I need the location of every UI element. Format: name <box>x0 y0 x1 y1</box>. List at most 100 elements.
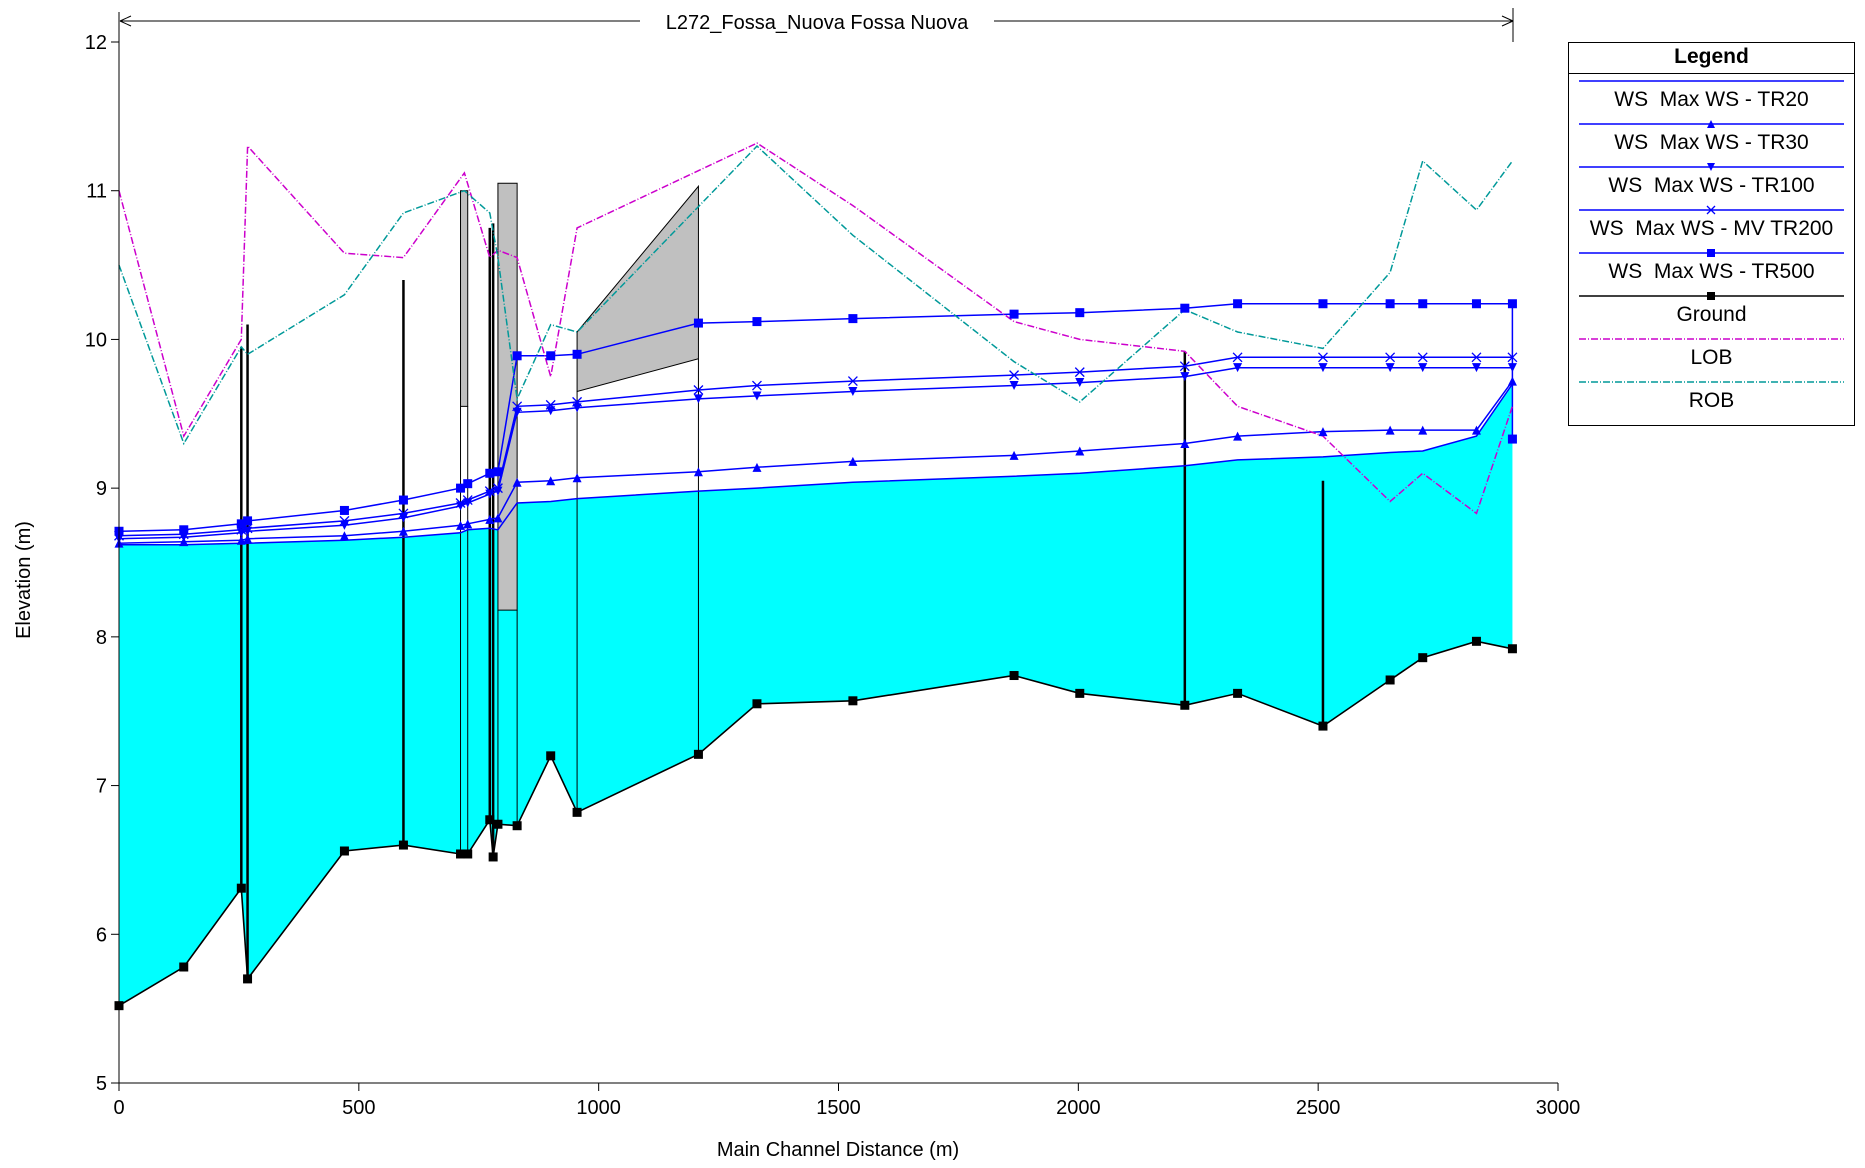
marker-ws-max-ws-tr500-7 <box>463 479 473 489</box>
marker-ws-max-ws-tr100-2 <box>236 528 246 538</box>
y-tick-label-12: 12 <box>85 32 107 54</box>
x-tick-label-1000: 1000 <box>576 1097 621 1119</box>
marker-ws-max-ws-tr30-23 <box>1471 425 1481 435</box>
series-line-ws-max-ws-tr500 <box>118 302 1514 533</box>
marker-ws-max-ws-tr100-22 <box>1418 363 1428 373</box>
legend-symbol-ground <box>1579 292 1844 300</box>
marker-ws-max-ws-tr30-9 <box>493 513 503 523</box>
y-tick-label-5: 5 <box>96 1073 107 1095</box>
legend-item-ws-max-ws-tr500: WS Max WS - TR500 <box>1569 246 1854 289</box>
legend-label-ws-max-ws-tr500: WS Max WS - TR500 <box>1608 260 1815 283</box>
marker-ws-max-ws-tr30-6 <box>456 520 466 530</box>
legend-marker-ws-max-ws-tr500 <box>1707 249 1715 257</box>
marker-ground-7 <box>463 849 473 859</box>
marker-ground-1 <box>179 962 189 972</box>
marker-ws-max-ws-tr100-9 <box>493 486 503 496</box>
marker-ground-12 <box>546 751 556 761</box>
marker-ws-max-ws-mv-tr200-21 <box>1385 352 1396 363</box>
series-line-lob <box>118 142 1514 515</box>
marker-ws-max-ws-mv-tr200-6 <box>455 498 466 508</box>
chart-title: L272_Fossa_Nuova Fossa Nuova <box>666 12 969 34</box>
bridge-deck-2 <box>497 182 518 611</box>
y-tick-label-8: 8 <box>96 627 107 649</box>
marker-ws-max-ws-mv-tr200-13 <box>693 385 704 395</box>
legend-item-ws-max-ws-mv-tr200: WS Max WS - MV TR200 <box>1569 203 1854 246</box>
marker-ground-24 <box>1471 636 1481 646</box>
water-fill <box>119 384 1513 1006</box>
legend-label-lob: LOB <box>1690 346 1733 369</box>
marker-ground-9 <box>488 852 498 862</box>
marker-ws-max-ws-mv-tr200-11 <box>545 399 556 410</box>
marker-ground-13 <box>572 807 582 817</box>
marker-ws-max-ws-tr500-22 <box>1418 299 1428 309</box>
marker-ws-max-ws-mv-tr200-22 <box>1417 352 1428 363</box>
marker-ws-max-ws-tr500-4 <box>339 505 349 515</box>
marker-ws-max-ws-tr500-9 <box>493 467 503 477</box>
marker-ws-max-ws-tr100-17 <box>1075 378 1085 388</box>
marker-ws-max-ws-tr30-10 <box>512 477 522 487</box>
marker-ws-max-ws-tr30-24 <box>1507 376 1517 386</box>
marker-ws-max-ws-tr500-13 <box>693 318 703 328</box>
marker-ws-max-ws-mv-tr200-15 <box>847 376 858 387</box>
marker-ws-max-ws-tr100-12 <box>572 403 582 413</box>
marker-ground-19 <box>1180 700 1190 710</box>
marker-ground-15 <box>752 699 762 709</box>
marker-ground-20 <box>1233 688 1243 698</box>
marker-ws-max-ws-tr100-20 <box>1318 363 1328 373</box>
x-tick-label-0: 0 <box>113 1097 124 1119</box>
y-tick-label-11: 11 <box>86 181 107 203</box>
x-tick-label-3000: 3000 <box>1536 1097 1581 1119</box>
legend-label-ws-max-ws-tr20: WS Max WS - TR20 <box>1614 88 1809 111</box>
title-arrow-left <box>119 15 132 27</box>
x-axis-label: Main Channel Distance (m) <box>717 1139 959 1161</box>
x-tick-label-500: 500 <box>342 1097 375 1119</box>
marker-ws-max-ws-mv-tr200-23 <box>1471 352 1482 363</box>
marker-ws-max-ws-tr500-18 <box>1180 303 1190 313</box>
marker-ws-max-ws-tr100-11 <box>546 406 556 416</box>
marker-ground-22 <box>1385 675 1395 685</box>
marker-ground-23 <box>1418 653 1428 663</box>
marker-ws-max-ws-tr100-14 <box>752 391 762 401</box>
marker-ground-14 <box>693 749 703 759</box>
marker-ws-max-ws-mv-tr200-16 <box>1009 370 1020 381</box>
legend-label-ws-max-ws-tr100: WS Max WS - TR100 <box>1608 174 1815 197</box>
legend-symbol-lob <box>1579 338 1844 340</box>
legend-marker-ws-max-ws-tr30 <box>1707 120 1715 128</box>
legend-item-ws-max-ws-tr20: WS Max WS - TR20 <box>1569 74 1854 117</box>
marker-ws-max-ws-mv-tr200-8 <box>484 486 495 497</box>
marker-ws-max-ws-tr100-24 <box>1507 363 1517 373</box>
marker-ws-max-ws-tr100-19 <box>1233 363 1243 373</box>
legend-marker-ws-max-ws-tr100 <box>1707 163 1715 171</box>
fill-layer <box>119 384 1513 1006</box>
marker-ws-max-ws-tr500-3 <box>243 516 253 526</box>
marker-ground-25 <box>1507 644 1517 654</box>
marker-ws-max-ws-tr100-7 <box>463 498 473 508</box>
marker-ws-max-ws-mv-tr200-5 <box>398 508 409 519</box>
marker-ws-max-ws-tr100-21 <box>1385 363 1395 373</box>
marker-ws-max-ws-tr500-8 <box>485 468 495 478</box>
marker-ws-max-ws-tr100-3 <box>243 526 253 536</box>
marker-ws-max-ws-tr30-18 <box>1180 439 1190 449</box>
marker-ws-max-ws-tr30-16 <box>1009 450 1019 460</box>
legend: Legend WS Max WS - TR20 WS Max WS - TR30 W… <box>1568 42 1855 426</box>
title-layer: L272_Fossa_Nuova Fossa Nuova <box>119 8 1514 42</box>
marker-ws-max-ws-tr30-19 <box>1233 431 1243 441</box>
marker-ws-max-ws-mv-tr200-18 <box>1179 361 1190 372</box>
marker-ws-max-ws-tr100-18 <box>1180 372 1190 382</box>
y-axis-label: Elevation (m) <box>13 521 35 639</box>
marker-ws-max-ws-tr30-22 <box>1418 425 1428 435</box>
marker-ws-max-ws-mv-tr200-19 <box>1232 352 1243 363</box>
legend-symbol-ws-max-ws-tr500 <box>1579 249 1844 257</box>
legend-marker-ws-max-ws-mv-tr200 <box>1706 205 1716 215</box>
marker-ground-18 <box>1075 688 1085 698</box>
marker-ground-8 <box>485 815 495 825</box>
title-arrow-right <box>1501 15 1514 27</box>
marker-ground-2 <box>236 883 246 893</box>
marker-ws-max-ws-tr100-15 <box>848 386 858 396</box>
marker-ws-max-ws-mv-tr200-24 <box>1507 352 1518 363</box>
marker-ws-max-ws-mv-tr200-10 <box>512 401 523 412</box>
y-tick-label-7: 7 <box>96 776 107 798</box>
marker-ws-max-ws-tr500-16 <box>1009 309 1019 319</box>
marker-ground-3 <box>243 974 253 984</box>
legend-item-ws-max-ws-tr100: WS Max WS - TR100 <box>1569 160 1854 203</box>
